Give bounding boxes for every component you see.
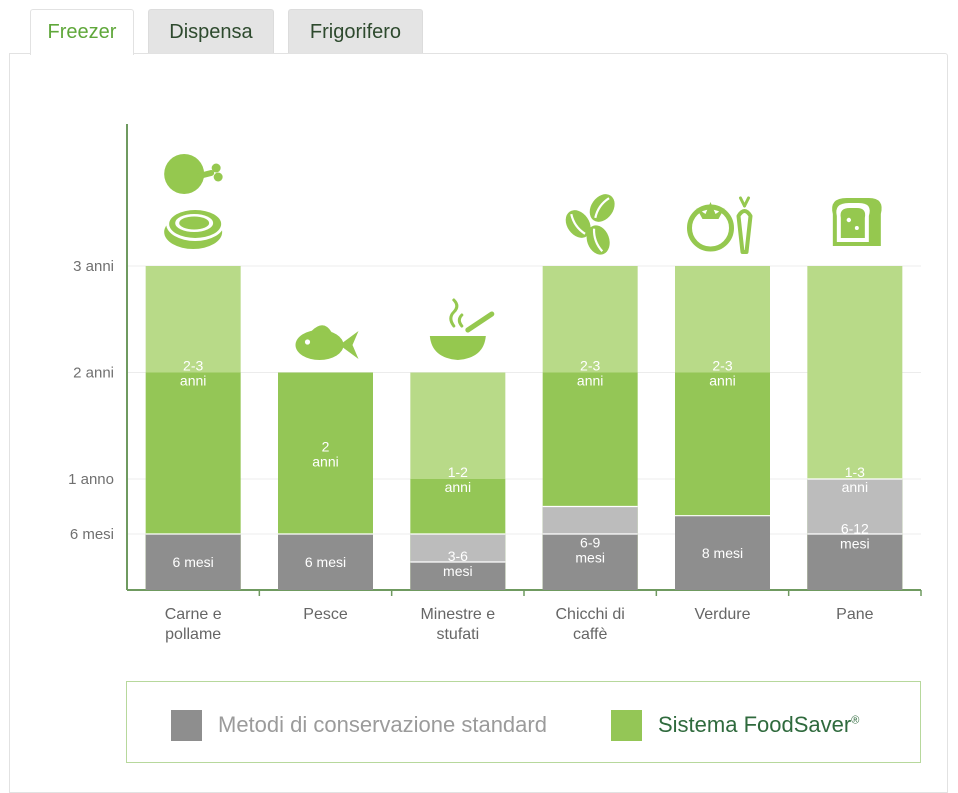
x-tick-label: Carne e bbox=[165, 606, 222, 623]
registered-mark: ® bbox=[851, 714, 860, 727]
tomato-carrot-icon bbox=[687, 196, 753, 254]
fish-icon bbox=[295, 325, 359, 360]
data-label-foodsaver: anni bbox=[445, 479, 471, 495]
data-label-standard: 6 mesi bbox=[305, 554, 346, 570]
bar-foodsaver-range bbox=[807, 266, 903, 479]
tab-freezer[interactable]: Freezer bbox=[30, 9, 134, 55]
x-tick-label: Minestre e bbox=[420, 606, 495, 623]
bar-standard bbox=[410, 562, 506, 590]
data-label-standard: mesi bbox=[443, 563, 473, 579]
bar-standard bbox=[542, 534, 638, 590]
meat-and-chicken-icon bbox=[164, 154, 225, 249]
data-label-standard: 8 mesi bbox=[702, 545, 743, 561]
data-label-foodsaver: 2-3 bbox=[183, 358, 203, 374]
chart-legend: Metodi di conservazione standard Sistema… bbox=[126, 681, 921, 763]
x-tick-label: pollame bbox=[165, 626, 221, 643]
tab-frigorifero[interactable]: Frigorifero bbox=[288, 9, 423, 54]
legend-item-standard: Metodi di conservazione standard bbox=[171, 709, 547, 741]
tab-bar: Freezer Dispensa Frigorifero bbox=[0, 0, 958, 55]
data-label-standard: 6-9 bbox=[580, 534, 600, 550]
bread-icon bbox=[832, 198, 882, 246]
x-tick-label: Verdure bbox=[694, 606, 750, 623]
bar-standard-range bbox=[410, 534, 506, 562]
y-tick-label: 3 anni bbox=[73, 258, 114, 275]
data-label-foodsaver: anni bbox=[709, 373, 735, 389]
data-label-standard: mesi bbox=[575, 549, 605, 565]
legend-swatch-standard bbox=[171, 709, 202, 741]
data-label-standard: 3-6 bbox=[448, 548, 468, 564]
x-tick-label: Pane bbox=[836, 606, 873, 623]
data-label-standard: 6 mesi bbox=[173, 554, 214, 570]
data-label-standard: mesi bbox=[840, 536, 870, 552]
bar-standard-range bbox=[542, 506, 638, 534]
bar-foodsaver-range bbox=[675, 266, 770, 373]
data-label-foodsaver: 2-3 bbox=[712, 358, 732, 374]
bar-foodsaver-range bbox=[542, 266, 638, 373]
bar-foodsaver-range bbox=[410, 372, 506, 479]
data-label-standard: 6-12 bbox=[841, 521, 869, 537]
y-tick-label: 1 anno bbox=[68, 471, 114, 488]
x-tick-label: Chicchi di bbox=[555, 606, 624, 623]
data-label-foodsaver: anni bbox=[842, 479, 868, 495]
data-label-foodsaver: anni bbox=[180, 373, 206, 389]
tab-dispensa[interactable]: Dispensa bbox=[148, 9, 274, 54]
data-label-foodsaver: 1-2 bbox=[448, 464, 468, 480]
legend-swatch-foodsaver bbox=[611, 709, 642, 741]
soup-bowl-icon bbox=[429, 298, 495, 360]
y-tick-label: 6 mesi bbox=[70, 526, 114, 543]
data-label-foodsaver: 1-3 bbox=[845, 464, 865, 480]
x-tick-label: stufati bbox=[436, 626, 479, 643]
x-tick-label: Pesce bbox=[303, 606, 348, 623]
x-tick-label: caffè bbox=[573, 626, 608, 643]
coffee-beans-icon bbox=[565, 194, 615, 255]
bar-standard bbox=[145, 534, 241, 590]
bar-standard bbox=[278, 534, 373, 590]
legend-item-foodsaver: Sistema FoodSaver® bbox=[611, 709, 860, 741]
legend-label-standard: Metodi di conservazione standard bbox=[218, 712, 547, 737]
data-label-foodsaver: 2 bbox=[322, 438, 330, 454]
bar-foodsaver-range bbox=[145, 266, 241, 373]
bar-standard-range bbox=[807, 479, 903, 534]
data-label-foodsaver: anni bbox=[577, 373, 603, 389]
y-tick-label: 2 anni bbox=[73, 365, 114, 382]
data-label-foodsaver: 2-3 bbox=[580, 358, 600, 374]
data-label-foodsaver: anni bbox=[312, 453, 338, 469]
legend-label-foodsaver: Sistema FoodSaver® bbox=[658, 712, 860, 737]
bar-standard bbox=[675, 515, 770, 590]
bar-standard bbox=[807, 534, 903, 590]
